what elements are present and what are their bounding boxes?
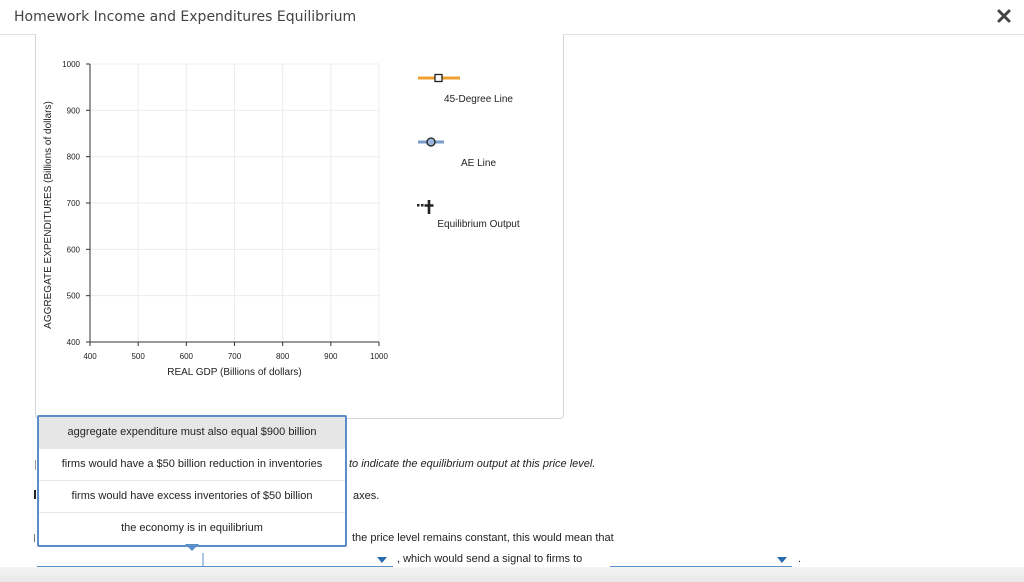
text-fragment xyxy=(35,460,36,470)
question-line-4: , which would send a signal to firms to xyxy=(397,553,583,565)
y-tick-label: 1000 xyxy=(62,60,80,69)
dropdown-pointer xyxy=(185,544,199,551)
graph-panel: 1000 900 800 700 600 500 400 400 500 600 700 800 900… xyxy=(35,34,564,419)
dropdown-option[interactable]: the economy is in equilibrium xyxy=(121,522,263,534)
text-cursor xyxy=(202,553,204,566)
black-dotted-plus-icon[interactable] xyxy=(416,199,436,215)
orange-line-square-icon[interactable] xyxy=(416,72,462,84)
legend-label-ae: AE Line xyxy=(460,158,497,169)
y-tick-label: 800 xyxy=(67,153,81,162)
dropdown-option[interactable]: firms would have a $50 billion reduction… xyxy=(39,449,345,481)
y-tick-label: 900 xyxy=(67,106,81,115)
text-fragment xyxy=(34,534,35,542)
y-tick-label: 700 xyxy=(67,199,81,208)
x-tick-label: 400 xyxy=(83,352,97,361)
legend-label-equilibrium: Equilibrium Output xyxy=(437,219,520,230)
y-tick-label: 400 xyxy=(67,338,81,347)
y-axis-label: AGGREGATE EXPENDITURES (Billions of doll… xyxy=(43,101,54,329)
x-tick-label: 500 xyxy=(131,352,145,361)
chevron-down-icon[interactable] xyxy=(377,557,387,563)
close-button[interactable] xyxy=(990,2,1018,30)
x-tick-label: 700 xyxy=(228,352,242,361)
question-period: . xyxy=(798,553,802,565)
title-bar: Homework Income and Expenditures Equilib… xyxy=(0,0,1024,35)
select-first-underline[interactable] xyxy=(37,566,393,567)
question-line-2: axes. xyxy=(353,490,380,502)
dropdown-list[interactable]: aggregate expenditure must also equal $9… xyxy=(37,415,347,547)
dropdown-option[interactable]: aggregate expenditure must also equal $9… xyxy=(39,417,345,449)
dropdown-option[interactable]: firms would have excess inventories of $… xyxy=(39,481,345,513)
legend-label-45-degree: 45-Degree Line xyxy=(444,94,513,105)
blue-line-circle-icon[interactable] xyxy=(416,136,446,148)
text-fragment xyxy=(34,490,36,499)
legend-45-degree-line[interactable]: 45-Degree Line xyxy=(416,72,541,105)
select-second[interactable] xyxy=(610,566,792,567)
x-axis-label: REAL GDP (Billions of dollars) xyxy=(167,367,302,378)
bottom-edge xyxy=(0,567,1024,582)
x-tick-label: 800 xyxy=(276,352,290,361)
x-tick-label: 600 xyxy=(180,352,194,361)
question-line-3: the price level remains constant, this w… xyxy=(352,532,614,544)
y-tick-label: 600 xyxy=(67,245,81,254)
x-tick-label: 900 xyxy=(324,352,338,361)
legend-equilibrium-output[interactable]: Equilibrium Output xyxy=(416,199,541,230)
question-line-1: to indicate the equilibrium output at th… xyxy=(349,458,596,470)
legend-ae-line[interactable]: AE Line xyxy=(416,136,541,169)
chevron-down-icon-2[interactable] xyxy=(777,557,787,563)
window-title: Homework Income and Expenditures Equilib… xyxy=(14,9,357,25)
x-tick-label: 1000 xyxy=(370,352,388,361)
y-tick-label: 500 xyxy=(67,292,81,301)
close-x-icon xyxy=(997,9,1011,23)
